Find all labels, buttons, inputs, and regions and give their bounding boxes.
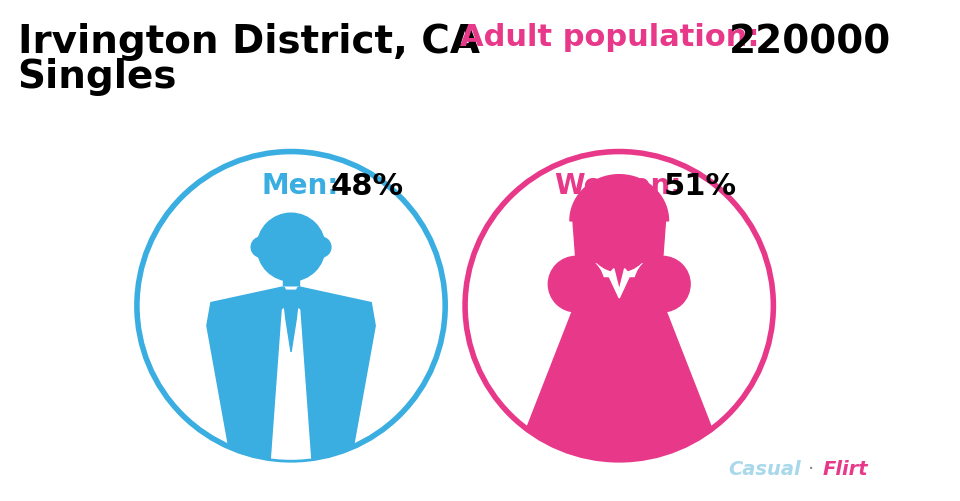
- Text: Men:: Men:: [261, 172, 339, 200]
- Text: 220000: 220000: [729, 23, 891, 61]
- Polygon shape: [609, 269, 630, 299]
- Polygon shape: [282, 291, 300, 352]
- Text: Irvington District, CA: Irvington District, CA: [17, 23, 480, 61]
- Text: Women:: Women:: [555, 172, 682, 200]
- Circle shape: [465, 152, 774, 460]
- Text: Flirt: Flirt: [823, 459, 869, 478]
- Circle shape: [137, 152, 445, 460]
- Polygon shape: [271, 288, 311, 467]
- Circle shape: [257, 214, 325, 282]
- Text: 48%: 48%: [331, 172, 404, 201]
- Circle shape: [588, 211, 650, 272]
- Text: Adult population:: Adult population:: [460, 23, 759, 52]
- Polygon shape: [570, 175, 668, 263]
- Polygon shape: [272, 288, 291, 315]
- Text: ·: ·: [808, 459, 814, 478]
- Polygon shape: [291, 288, 310, 315]
- Text: Casual: Casual: [729, 459, 802, 478]
- Text: Singles: Singles: [17, 58, 177, 96]
- Text: 51%: 51%: [664, 172, 737, 201]
- Polygon shape: [207, 288, 375, 467]
- Circle shape: [635, 257, 690, 312]
- Polygon shape: [612, 257, 626, 280]
- Polygon shape: [283, 268, 299, 291]
- Circle shape: [252, 237, 272, 258]
- Circle shape: [548, 257, 604, 312]
- Circle shape: [311, 237, 331, 258]
- Polygon shape: [512, 279, 727, 467]
